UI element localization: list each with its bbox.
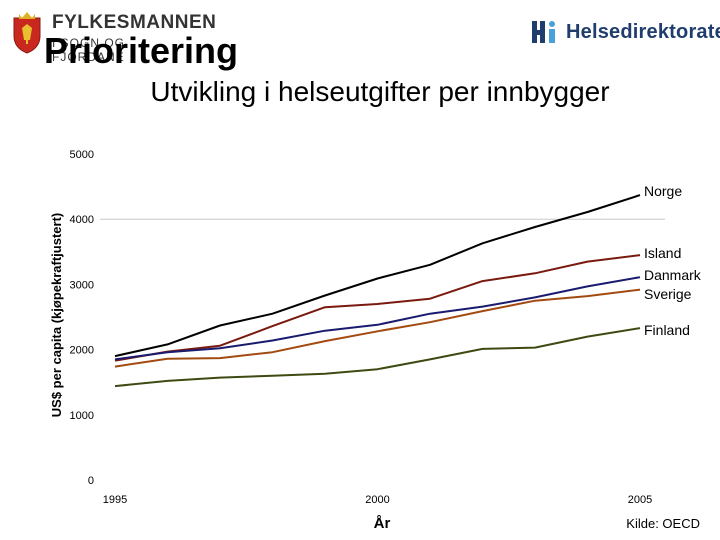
- y-tick-label: 4000: [70, 214, 94, 226]
- y-tick-label: 1000: [70, 410, 94, 422]
- org-name: FYLKESMANNEN: [52, 12, 217, 33]
- y-tick-label: 0: [88, 475, 94, 487]
- series-line-sverige: [114, 288, 641, 368]
- series-label-island: Island: [644, 245, 681, 261]
- series-line-island: [114, 254, 641, 362]
- series-line-danmark: [114, 276, 641, 361]
- org-subname: I SOGN OG FJORDANE: [52, 36, 126, 64]
- chart-labels: Norge Island Danmark Sverige Finland: [644, 183, 702, 338]
- source-note: Kilde: OECD: [626, 516, 700, 531]
- page-title: Prioritering: [44, 30, 239, 71]
- x-tick-label: 2000: [365, 494, 389, 506]
- y-tick-label: 3000: [70, 279, 94, 291]
- helsedirektoratet-name: Helsedirektoratet: [566, 21, 720, 43]
- series-line-norge: [114, 194, 641, 358]
- coat-of-arms-icon: [13, 12, 41, 54]
- series-label-finland: Finland: [644, 322, 690, 338]
- page-subtitle: Utvikling i helseutgifter per innbygger: [150, 76, 610, 107]
- series-label-sverige: Sverige: [644, 286, 692, 302]
- helsedirektoratet-logo-icon: [532, 21, 555, 43]
- chart-axes: 0 1000 2000 3000 4000 5000 1995 2000 2005: [70, 149, 665, 506]
- y-tick-label: 2000: [70, 345, 94, 357]
- chart-series: [114, 194, 641, 388]
- helsedirektoratet-logo: Helsedirektoratet: [530, 18, 720, 48]
- y-axis-label: US$ per capita (kjøpekraftjustert): [49, 213, 64, 417]
- series-label-norge: Norge: [644, 183, 682, 199]
- series-line-finland: [114, 327, 641, 388]
- x-tick-label: 1995: [103, 494, 127, 506]
- x-axis-label: År: [374, 515, 391, 532]
- x-tick-label: 2005: [628, 494, 652, 506]
- y-tick-label: 5000: [70, 149, 94, 161]
- series-label-danmark: Danmark: [644, 267, 702, 283]
- fylkesmannen-logo: FYLKESMANNEN I SOGN OG FJORDANE: [10, 8, 216, 64]
